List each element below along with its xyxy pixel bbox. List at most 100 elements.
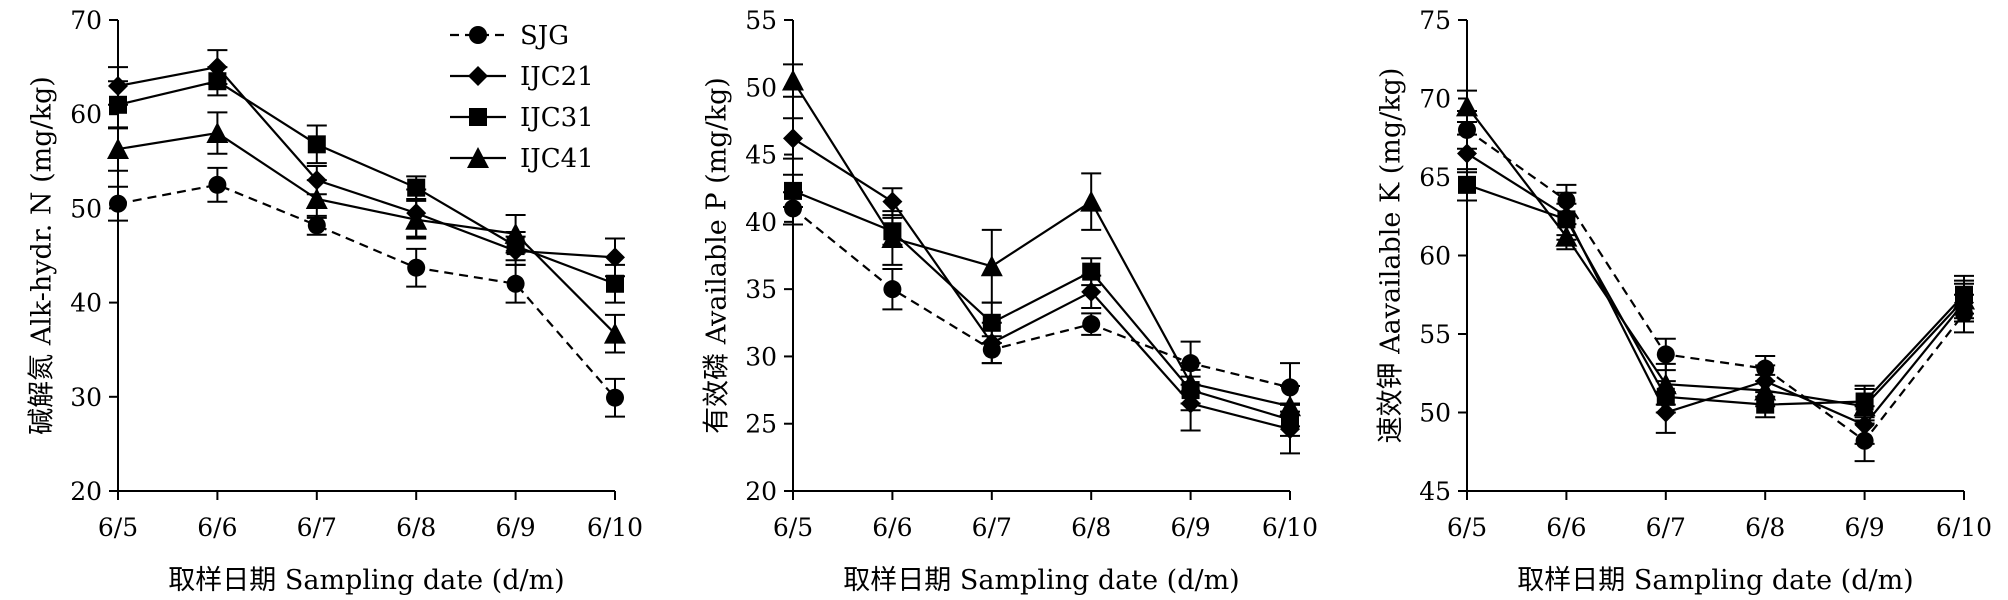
series-line [792, 79, 1291, 408]
data-point [980, 255, 1003, 277]
x-tick-label: 6/9 [495, 513, 535, 542]
data-point [1082, 315, 1101, 334]
y-tick-label: 20 [70, 477, 102, 506]
data-point [1456, 95, 1478, 117]
legend-marker [469, 108, 487, 126]
chart-panel-3: 45 50 55 60 65 70 75 6/5 6/6 6/7 6/8 6/9 6/10 取样日期 Sa… [1376, 6, 1993, 596]
chart-panel-1: 20 30 40 50 60 70 6/5 6/6 6/7 6/8 6/9 6/10 取样日期 Samp… [27, 6, 644, 596]
data-point [109, 95, 127, 114]
series-line [792, 207, 1291, 389]
x-tick-label: 6/8 [1745, 513, 1785, 542]
x-tick-label: 6/6 [197, 513, 237, 542]
y-tick-label: 65 [1419, 163, 1451, 192]
x-axis-label: 取样日期 Sampling date (d/m) [843, 565, 1239, 596]
legend-label: IJC41 [520, 144, 594, 174]
series-ijc31 [783, 173, 1300, 437]
x-tick-label: 6/10 [1936, 513, 1992, 542]
y-tick-label: 20 [745, 477, 777, 506]
y-tick-label: 40 [745, 208, 777, 237]
chart-panel-2: 20 25 30 35 40 45 50 55 6/5 6/6 6/7 6/8 6/9 6/10 取样日期 … [702, 6, 1319, 596]
series-ijc41 [1456, 89, 1975, 425]
series-ijc31 [108, 66, 625, 304]
y-axis-label: 有效磷 Available P (mg/kg) [702, 77, 733, 434]
series-sjg [783, 191, 1300, 413]
x-tick-label: 6/8 [396, 513, 436, 542]
y-tick-label: 40 [70, 289, 102, 318]
data-point [782, 69, 804, 91]
y-tick-label: 60 [1419, 242, 1451, 271]
data-point [208, 175, 227, 194]
series-line [792, 137, 1291, 431]
series-line [792, 189, 1291, 421]
data-point [405, 208, 428, 230]
data-point [1656, 345, 1675, 364]
data-point [1082, 262, 1101, 281]
data-point [606, 274, 624, 293]
x-tick-label: 6/10 [1262, 513, 1318, 542]
y-axis-label: 速效钾 Aavailable K (mg/kg) [1376, 68, 1407, 444]
legend-marker [468, 66, 488, 86]
legend-label: IJC31 [520, 103, 594, 133]
series-ijc21 [783, 117, 1300, 455]
legend-marker [469, 26, 487, 44]
series-ijc41 [782, 63, 1301, 428]
legend-label: IJC21 [520, 62, 594, 92]
legend-label: SJG [520, 21, 569, 51]
series-line [1466, 129, 1965, 443]
x-tick-label: 6/5 [98, 513, 138, 542]
y-axis-label: 碱解氮 Alk-hydr. N (mg/kg) [27, 76, 58, 435]
data-point [882, 191, 903, 212]
data-point [1555, 225, 1578, 247]
legend: SJG IJC21 IJC31 IJC41 [450, 21, 594, 174]
data-point [407, 258, 426, 277]
x-tick-label: 6/7 [1646, 513, 1686, 542]
data-point [1081, 281, 1102, 302]
data-point [1953, 288, 1975, 310]
series-line [117, 183, 616, 399]
data-point [107, 138, 129, 160]
data-point [783, 128, 803, 149]
data-point [881, 227, 904, 249]
y-tick-label: 30 [745, 342, 777, 371]
data-point [1179, 372, 1202, 394]
data-point [1457, 143, 1477, 164]
y-tick-label: 25 [745, 410, 777, 439]
series-ijc41 [107, 111, 626, 354]
data-point [784, 199, 802, 218]
data-point [506, 274, 525, 293]
x-tick-label: 6/10 [587, 513, 643, 542]
x-tick-label: 6/5 [773, 513, 813, 542]
data-point [604, 322, 626, 344]
x-tick-label: 6/7 [297, 513, 337, 542]
data-point [1853, 395, 1876, 417]
data-point [605, 247, 625, 268]
data-point [305, 187, 328, 209]
x-tick-label: 6/9 [1844, 513, 1884, 542]
y-tick-label: 45 [1419, 477, 1451, 506]
data-point [307, 135, 326, 154]
y-tick-label: 70 [1419, 85, 1451, 114]
y-tick-label: 30 [70, 383, 102, 412]
y-tick-label: 45 [745, 141, 777, 170]
series-line [1466, 183, 1965, 406]
series-line [117, 80, 616, 285]
series-ijc31 [1457, 168, 1974, 419]
x-tick-label: 6/6 [872, 513, 912, 542]
data-point [109, 194, 127, 213]
x-tick-label: 6/6 [1546, 513, 1586, 542]
y-tick-label: 55 [745, 6, 777, 35]
series-sjg [1457, 110, 1974, 463]
data-point [784, 181, 802, 200]
x-tick-label: 6/9 [1170, 513, 1210, 542]
data-point [407, 178, 426, 197]
data-point [1654, 373, 1677, 395]
x-tick-label: 6/8 [1071, 513, 1111, 542]
legend-marker [467, 147, 489, 168]
data-point [504, 222, 527, 244]
y-tick-label: 35 [745, 275, 777, 304]
series-line [117, 131, 616, 335]
data-point [883, 280, 902, 299]
series-line [1466, 105, 1965, 408]
data-point [1080, 190, 1103, 212]
